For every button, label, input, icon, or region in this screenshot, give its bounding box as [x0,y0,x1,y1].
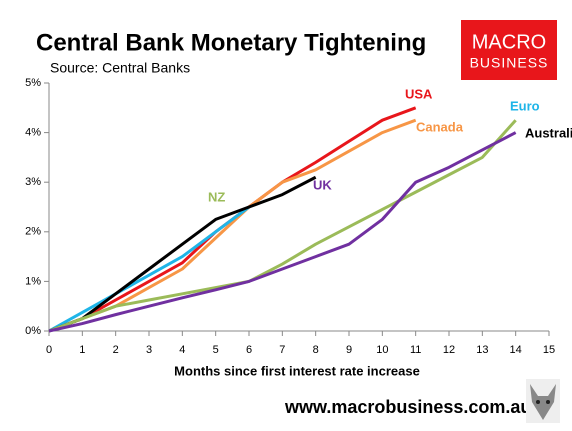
x-tick-label: 9 [346,344,352,356]
y-tick-label: 2% [25,226,41,238]
x-tick-label: 3 [146,344,152,356]
x-tick-label: 14 [510,344,522,356]
x-tick-label: 11 [410,344,421,356]
x-tick-label: 6 [246,344,252,356]
series-line [48,205,250,333]
series-label: Australia [525,125,572,140]
series-label: NZ [208,189,225,204]
x-axis-label: Months since first interest rate increas… [174,363,420,378]
x-tick-label: 1 [79,344,85,356]
y-tick-label: 1% [25,275,41,287]
series-label: Canada [416,119,464,134]
series-label: UK [313,177,332,192]
x-tick-label: 15 [543,344,555,356]
x-tick-label: 13 [476,344,488,356]
y-tick-label: 0% [25,325,41,337]
y-tick-label: 3% [25,176,41,188]
series-label: USA [405,86,433,101]
x-tick-label: 12 [443,344,455,356]
series-line [48,119,517,333]
x-tick-label: 4 [179,344,185,356]
logo-text: MACRO [472,31,546,53]
x-tick-label: 5 [213,344,219,356]
x-tick-label: 7 [279,344,285,356]
y-tick-label: 4% [25,127,41,139]
wolf-icon [526,379,560,423]
y-tick-label: 5% [25,77,41,89]
logo-box [461,20,557,80]
x-tick-label: 2 [113,344,119,356]
series-line [48,175,317,333]
chart-subtitle: Source: Central Banks [50,60,190,76]
chart-title: Central Bank Monetary Tightening [36,29,426,56]
series-line [48,131,517,333]
footer: www.macrobusiness.com.au [284,397,531,417]
x-tick-label: 0 [46,344,52,356]
logo-text: BUSINESS [470,55,549,71]
series-label: Euro [510,98,540,113]
x-tick-label: 8 [313,344,319,356]
x-tick-label: 10 [376,344,388,356]
